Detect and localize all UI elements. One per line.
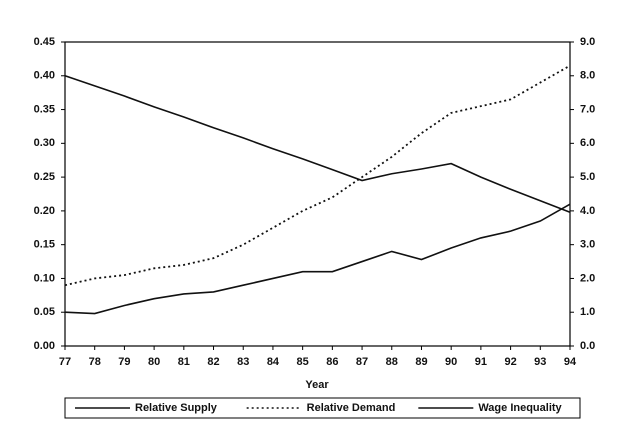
y2-tick-label: 7.0 [580,103,595,115]
y-tick-label: 0.05 [34,306,55,318]
x-tick-label: 84 [267,356,280,368]
x-tick-label: 86 [326,356,338,368]
y-tick-label: 0.10 [34,272,55,284]
y2-tick-label: 9.0 [580,36,595,48]
y-tick-label: 0.20 [34,205,55,217]
y2-tick-label: 1.0 [580,306,595,318]
x-axis-label: Year [305,379,329,391]
x-tick-label: 89 [415,356,427,368]
y-tick-label: 0.25 [34,171,55,183]
x-tick-label: 94 [564,356,577,368]
y-tick-label: 0.45 [34,36,55,48]
y2-tick-label: 3.0 [580,239,595,251]
x-tick-label: 91 [475,356,487,368]
x-tick-label: 77 [59,356,71,368]
y2-tick-label: 6.0 [580,137,595,149]
legend-label: Relative Demand [307,402,396,414]
series-line [65,76,570,212]
x-tick-label: 90 [445,356,457,368]
y2-tick-label: 2.0 [580,272,595,284]
plot-frame [65,42,570,346]
y-tick-label: 0.15 [34,239,55,251]
x-tick-label: 81 [178,356,190,368]
x-tick-label: 88 [386,356,398,368]
series-line [65,66,570,286]
y2-tick-label: 5.0 [580,171,595,183]
y2-tick-label: 8.0 [580,70,595,82]
y-tick-label: 0.00 [34,340,55,352]
x-tick-label: 92 [504,356,516,368]
legend-label: Relative Supply [135,402,218,414]
chart: Year 0.00 0.05 0.10 0.15 0.20 0.25 0.30 0.35 0.4… [0,0,620,426]
x-tick-label: 87 [356,356,368,368]
x-tick-label: 85 [297,356,309,368]
y-tick-label: 0.30 [34,137,55,149]
y-tick-label: 0.35 [34,103,55,115]
y-tick-label: 0.40 [34,70,55,82]
x-tick-label: 93 [534,356,546,368]
x-tick-label: 78 [89,356,101,368]
series-line [65,204,570,313]
x-tick-label: 82 [207,356,219,368]
x-tick-label: 80 [148,356,160,368]
x-tick-label: 79 [118,356,130,368]
y2-tick-label: 4.0 [580,205,595,217]
y2-tick-label: 0.0 [580,340,595,352]
x-tick-label: 83 [237,356,249,368]
legend-label: Wage Inequality [478,402,562,414]
